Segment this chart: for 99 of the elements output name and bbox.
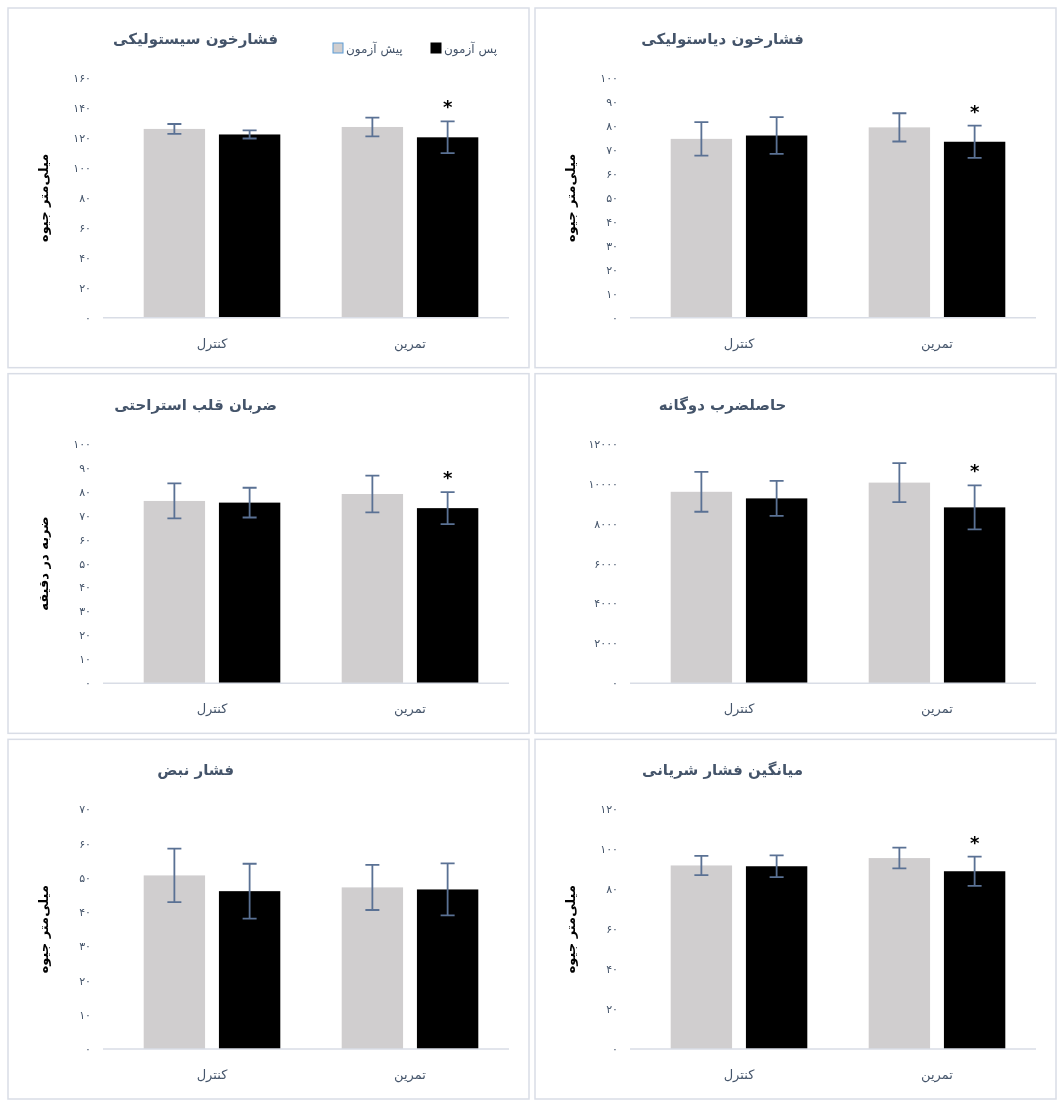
- bar: [670, 491, 733, 684]
- y-tick-label: ۱۲۰: [73, 131, 91, 145]
- y-tick-label: ۱۰۰: [600, 72, 618, 85]
- bar: [868, 482, 931, 684]
- y-tick-label: ۰: [85, 677, 91, 691]
- bar: [868, 858, 931, 1049]
- bar: [670, 865, 733, 1049]
- x-tick-label: تمرین: [394, 701, 427, 718]
- y-tick-label: ۳۰: [606, 239, 618, 253]
- bar: [943, 507, 1006, 684]
- chart-title: میانگین فشار شریانی: [642, 761, 804, 780]
- y-tick-label: ۱۰۰: [600, 843, 618, 857]
- bar: [341, 494, 404, 684]
- y-tick-label: ۷۰: [606, 143, 618, 157]
- bar: [341, 887, 404, 1049]
- bar: [416, 508, 479, 684]
- y-tick-label: ۵۰: [79, 557, 91, 571]
- x-tick-label: تمرین: [394, 335, 427, 352]
- y-tick-label: ۱۲۰۰۰: [588, 437, 618, 451]
- y-tick-label: ۱۰: [79, 1008, 91, 1022]
- annotation: *: [969, 100, 980, 122]
- x-tick-label: تمرین: [921, 701, 954, 718]
- y-tick-label: ۷۰: [79, 803, 91, 817]
- y-axis-title: ضربه در دقیقه: [36, 516, 51, 611]
- x-tick-label: کنترل: [723, 701, 756, 718]
- y-tick-label: ۵۰: [606, 191, 618, 205]
- y-tick-label: ۶۰۰۰: [594, 557, 618, 571]
- annotation: *: [969, 831, 980, 853]
- y-tick-label: ۸۰: [606, 119, 618, 133]
- x-tick-label: تمرین: [921, 335, 954, 352]
- y-tick-label: ۲۰: [79, 629, 91, 643]
- chart-title: حاصلضرب دوگانه: [658, 395, 787, 414]
- y-tick-label: ۰: [85, 1043, 91, 1056]
- y-axis-title: میلی‌متر جیوه: [563, 153, 578, 242]
- annotation: *: [969, 460, 980, 482]
- y-tick-label: ۱۰۰: [73, 437, 91, 451]
- bar: [416, 889, 479, 1049]
- y-tick-label: ۳۰: [79, 605, 91, 619]
- y-tick-label: ۸۰: [606, 883, 618, 897]
- y-axis-title: میلی‌متر جیوه: [36, 885, 51, 974]
- y-tick-label: ۸۰: [79, 191, 91, 205]
- y-tick-label: ۱۰۰: [73, 161, 91, 175]
- bar: [143, 500, 206, 684]
- legend-label: پیش آزمون: [346, 41, 403, 57]
- bar: [745, 866, 808, 1049]
- y-tick-label: ۰: [612, 311, 618, 325]
- x-tick-label: کنترل: [723, 1067, 756, 1083]
- y-tick-label: ۱۶۰: [73, 72, 91, 85]
- x-tick-label: تمرین: [394, 1067, 427, 1083]
- bar: [745, 498, 808, 684]
- y-tick-label: ۴۰: [79, 581, 91, 595]
- bar: [143, 875, 206, 1049]
- y-tick-label: ۲۰: [79, 974, 91, 988]
- y-tick-label: ۴۰: [606, 963, 618, 977]
- y-tick-label: ۶۰: [79, 533, 91, 547]
- y-tick-label: ۶۰: [79, 837, 91, 851]
- y-tick-label: ۱۲۰: [600, 803, 618, 817]
- bar: [218, 502, 281, 684]
- y-tick-label: ۵۰: [79, 871, 91, 885]
- y-axis-title: میلی‌متر جیوه: [36, 153, 51, 242]
- y-tick-label: ۲۰: [606, 1003, 618, 1017]
- chart-title: ضربان قلب استراحتی: [114, 395, 277, 414]
- annotation: *: [442, 467, 453, 489]
- x-tick-label: کنترل: [196, 335, 229, 352]
- y-tick-label: ۲۰: [79, 281, 91, 295]
- y-tick-label: ۹۰: [606, 95, 618, 109]
- y-tick-label: ۱۰: [606, 287, 618, 301]
- y-tick-label: ۱۴۰: [73, 101, 91, 115]
- y-tick-label: ۲۰: [606, 263, 618, 277]
- x-tick-label: کنترل: [196, 1067, 229, 1083]
- y-tick-label: ۲۰۰۰: [594, 637, 618, 651]
- y-tick-label: ۷۰: [79, 509, 91, 523]
- y-tick-label: ۴۰: [79, 251, 91, 265]
- y-tick-label: ۰: [612, 1043, 618, 1056]
- x-tick-label: کنترل: [723, 335, 756, 352]
- bar: [218, 891, 281, 1049]
- bar: [943, 871, 1006, 1049]
- y-tick-label: ۴۰: [79, 906, 91, 920]
- y-tick-label: ۱۰۰۰۰: [588, 477, 618, 491]
- y-tick-label: ۳۰: [79, 940, 91, 954]
- y-axis-title: میلی‌متر جیوه: [563, 885, 578, 974]
- y-tick-label: ۴۰۰۰: [594, 597, 618, 611]
- y-tick-label: ۸۰۰۰: [594, 517, 618, 531]
- y-tick-label: ۶۰: [79, 221, 91, 235]
- legend-label: پس آزمون: [444, 41, 498, 57]
- y-tick-label: ۰: [612, 677, 618, 691]
- y-tick-label: ۱۰: [79, 653, 91, 667]
- chart-title: فشارخون دیاستولیکی: [641, 30, 804, 48]
- x-tick-label: تمرین: [921, 1067, 954, 1083]
- y-tick-label: ۰: [85, 311, 91, 325]
- annotation: *: [442, 96, 453, 118]
- x-tick-label: کنترل: [196, 701, 229, 718]
- y-tick-label: ۹۰: [79, 461, 91, 475]
- chart-title: فشارخون سیستولیکی: [113, 30, 279, 48]
- y-tick-label: ۶۰: [606, 923, 618, 937]
- y-tick-label: ۶۰: [606, 167, 618, 181]
- y-tick-label: ۴۰: [606, 215, 618, 229]
- chart-title: فشار نبض: [157, 761, 234, 780]
- y-tick-label: ۸۰: [79, 485, 91, 499]
